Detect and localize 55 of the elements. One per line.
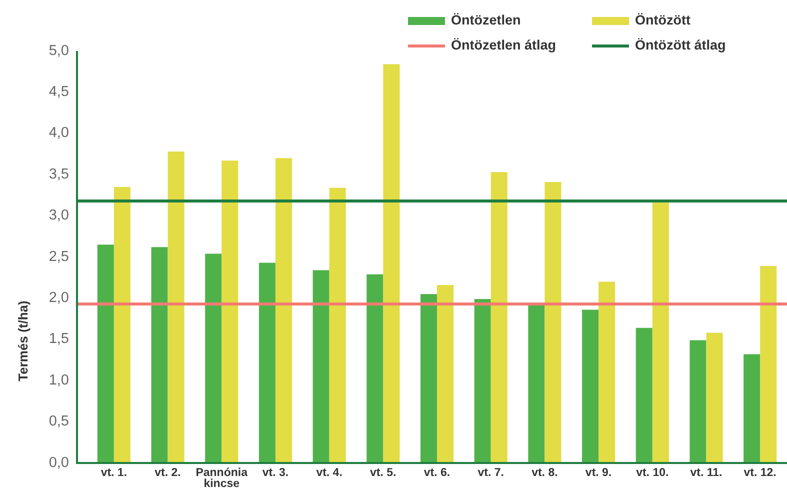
x-tick-label: vt. 4. <box>316 467 342 479</box>
bar <box>636 328 652 463</box>
y-tick-label: 4,0 <box>48 125 69 142</box>
x-tick-label: vt. 2. <box>154 467 181 479</box>
y-tick-label: 0,0 <box>48 454 69 471</box>
x-tick-label: vt. 3. <box>262 467 289 479</box>
y-tick-label: 4,5 <box>48 84 69 100</box>
y-axis-title: Termés (t/ha) <box>15 300 30 382</box>
y-tick-label: 2,5 <box>48 248 69 265</box>
bar <box>329 188 346 463</box>
bar <box>437 285 454 463</box>
bar <box>97 244 114 463</box>
y-tick-label: 2,0 <box>48 290 69 306</box>
x-tick-label: vt. 9. <box>585 467 612 479</box>
bar <box>114 186 130 463</box>
x-tick-label: vt. 7. <box>478 467 504 479</box>
bar <box>275 158 292 463</box>
legend-label: Öntözetlen átlag <box>451 38 556 53</box>
x-tick-label: vt. 12. <box>744 467 776 479</box>
legend-label: Öntözetlen <box>451 12 521 28</box>
bar <box>760 266 777 463</box>
y-tick-label: 0,5 <box>48 414 69 430</box>
bar <box>312 270 330 463</box>
bar <box>168 152 184 463</box>
bar <box>366 274 384 463</box>
bar <box>383 64 400 463</box>
bar <box>598 282 616 463</box>
x-tick-label: vt. 6. <box>424 467 450 479</box>
y-tick-label: 3,5 <box>48 166 69 182</box>
y-tick-label: 5,0 <box>48 42 69 59</box>
bar <box>222 160 238 463</box>
bar <box>544 182 562 463</box>
legend-label: Öntözött átlag <box>635 38 726 53</box>
legend-label: Öntözött <box>635 12 691 28</box>
bar <box>582 310 599 463</box>
y-tick-label: 1,0 <box>48 372 69 388</box>
y-tick-label: 3,0 <box>48 208 69 224</box>
x-tick-label: vt. 8. <box>532 467 558 479</box>
bar <box>420 294 437 463</box>
y-tick-label: 1,5 <box>48 331 69 348</box>
bar <box>744 354 760 463</box>
x-tick-label: Pannónia kincse <box>196 467 248 490</box>
x-tick-label: vt. 5. <box>370 467 396 479</box>
bar <box>474 299 491 463</box>
bar <box>258 262 276 463</box>
bar <box>151 247 168 463</box>
x-tick-label: vt. 10. <box>636 467 669 479</box>
bar <box>528 304 545 463</box>
bar <box>706 332 723 463</box>
bar <box>690 340 706 463</box>
bar <box>652 202 669 463</box>
x-tick-label: vt. 11. <box>690 467 722 479</box>
x-tick-label: vt. 1. <box>100 467 128 479</box>
bar <box>490 172 508 463</box>
bar <box>205 254 222 463</box>
